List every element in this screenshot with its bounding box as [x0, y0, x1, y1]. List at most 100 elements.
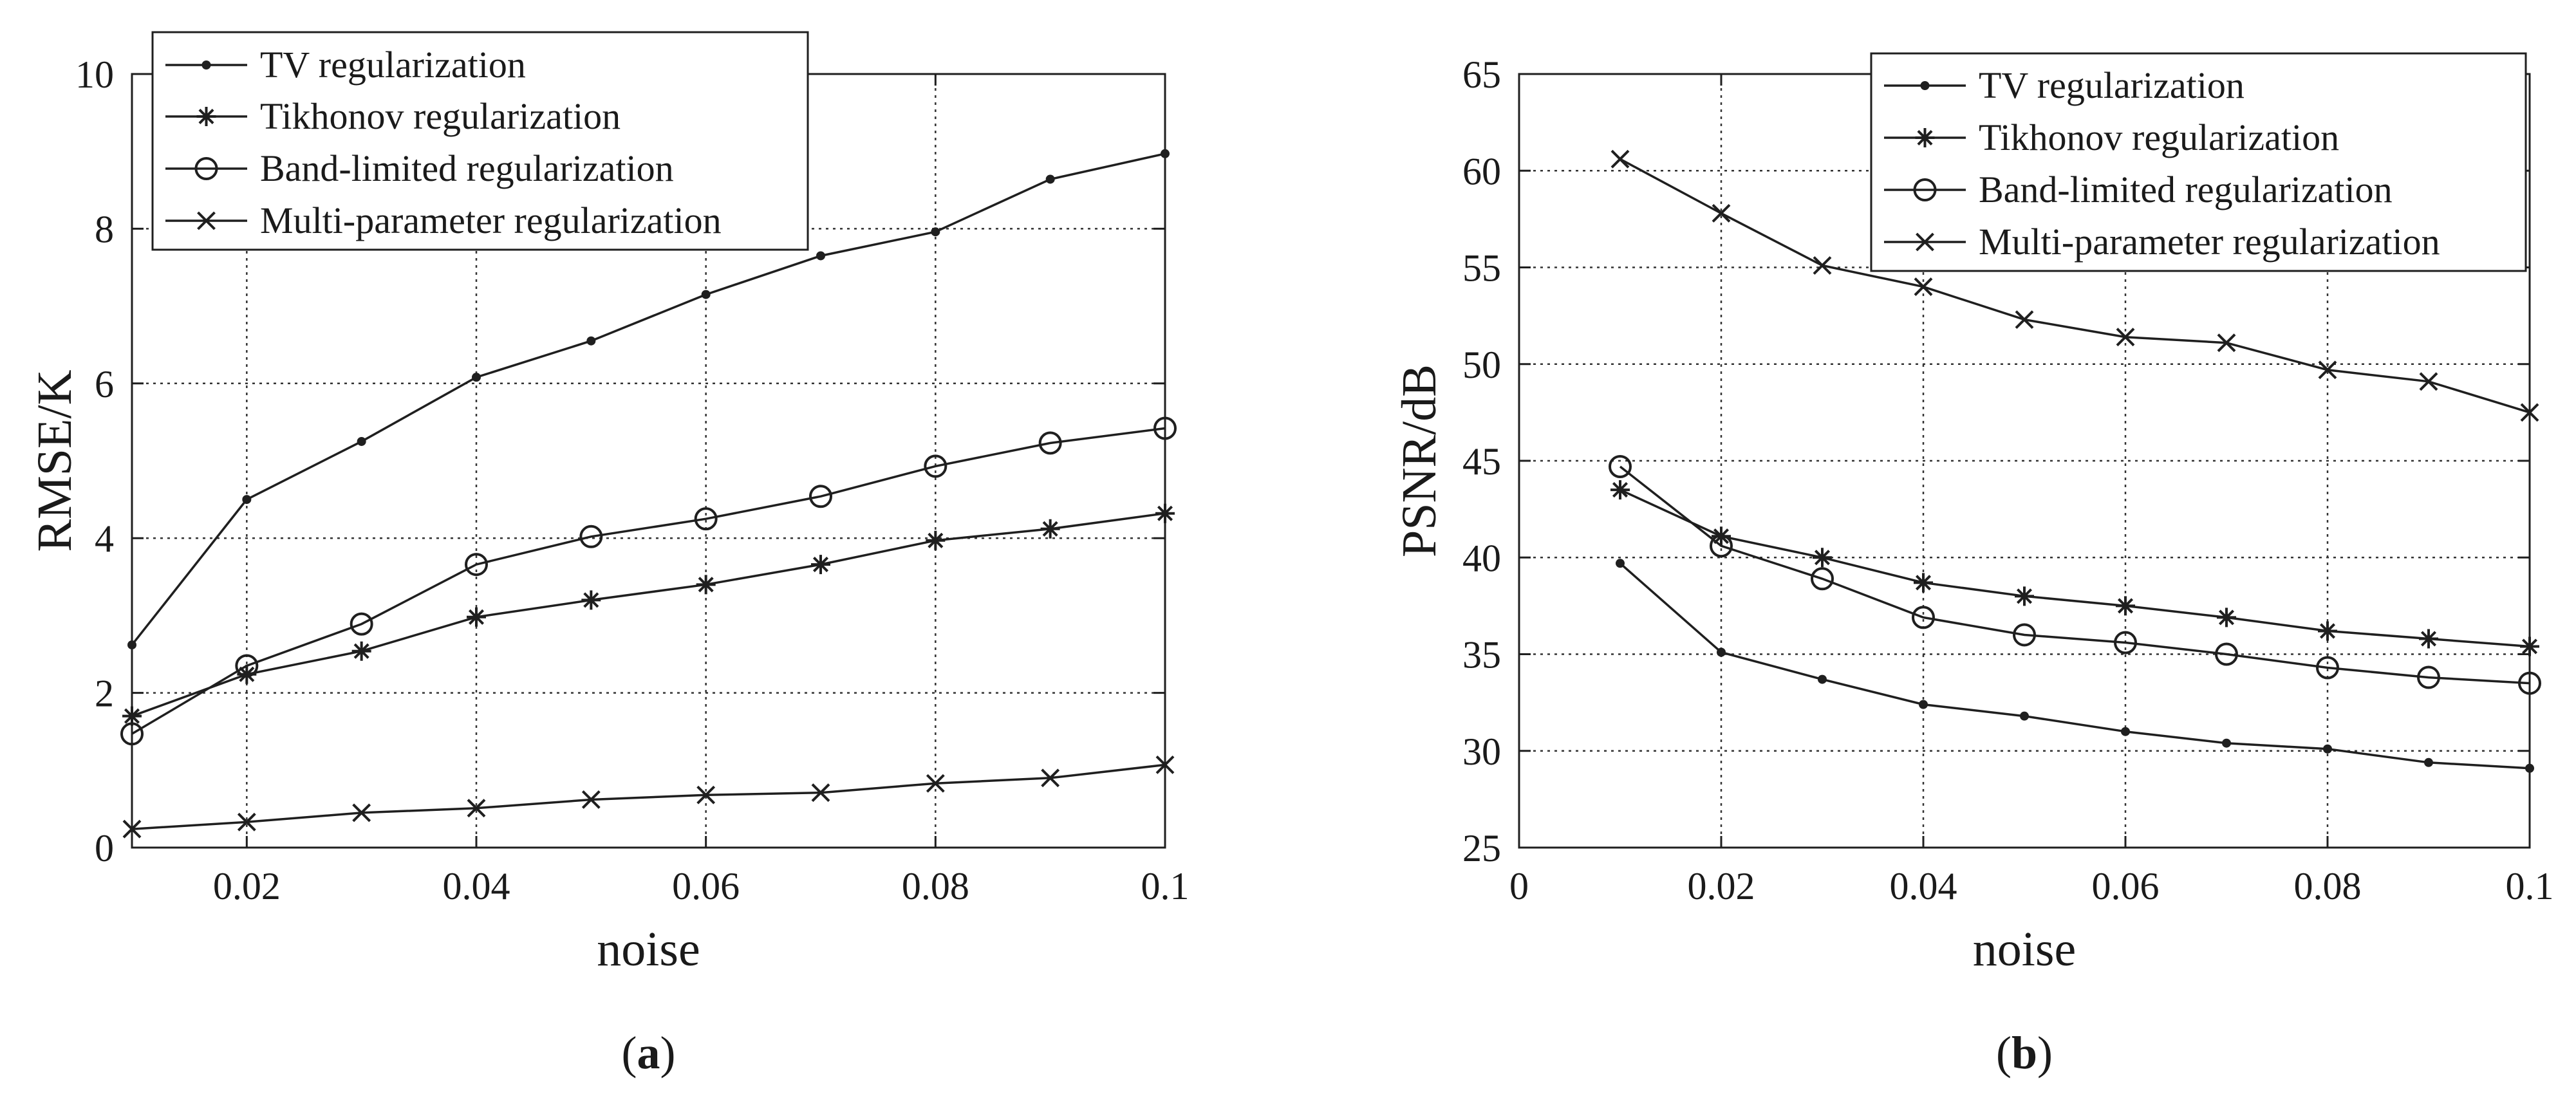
series-line — [1619, 488, 2530, 648]
y-tick-label: 0 — [95, 827, 114, 869]
data-point — [1155, 755, 1175, 774]
legend: TV regularization Tikhonov regularization… — [151, 31, 809, 251]
x-tick-label: 0.06 — [2092, 865, 2160, 907]
panel-b-chart: 0 0.02 0.04 0.06 0.08 0.1 25 30 35 40 45 50 55 60 65 TV… — [1392, 52, 2554, 1079]
legend-marker — [201, 60, 211, 70]
data-point — [2518, 671, 2541, 695]
y-tick-label: 50 — [1462, 344, 1501, 386]
data-point — [237, 664, 257, 684]
series-3 — [1609, 455, 2541, 695]
data-point — [122, 706, 142, 726]
series-1 — [1616, 559, 2534, 773]
data-point — [1712, 203, 1731, 223]
data-point — [2217, 608, 2236, 627]
series-line — [131, 763, 1166, 830]
data-point — [701, 290, 711, 299]
data-point — [352, 803, 371, 822]
data-point — [1818, 674, 1827, 684]
data-point — [809, 485, 832, 508]
panel-label: (b) — [1996, 1027, 2053, 1079]
legend-label: TV regularization — [260, 44, 526, 86]
data-point — [1813, 548, 1832, 568]
data-point — [586, 336, 596, 346]
x-tick-label: 0.06 — [672, 865, 740, 907]
data-point — [2215, 642, 2238, 666]
legend-label: TV regularization — [1979, 64, 2245, 106]
data-point — [2116, 328, 2135, 347]
data-point — [120, 722, 144, 746]
data-point — [2222, 738, 2231, 748]
y-tick-label: 30 — [1462, 730, 1501, 773]
data-point — [579, 525, 603, 548]
x-tick-label: 0.02 — [213, 865, 281, 907]
series-line — [1619, 465, 2530, 685]
legend-label: Tikhonov regularization — [1979, 116, 2339, 158]
data-point — [2020, 711, 2029, 721]
x-tick-label: 0.04 — [443, 865, 510, 907]
data-point — [237, 812, 256, 831]
data-point — [1919, 700, 1928, 709]
x-axis-title: noise — [597, 922, 700, 976]
legend-box — [1870, 52, 2527, 272]
panel-a-chart: 0.02 0.04 0.06 0.08 0.1 0 2 4 6 8 10 TV regularizat… — [28, 31, 1190, 1079]
y-tick-label: 25 — [1462, 827, 1501, 869]
data-point — [1616, 559, 1625, 568]
data-point — [357, 436, 366, 446]
data-point — [1610, 480, 1630, 500]
data-point — [581, 590, 601, 610]
data-point — [350, 612, 373, 636]
data-point — [1710, 534, 1733, 558]
legend-marker — [1916, 232, 1934, 252]
legend-box — [151, 31, 809, 251]
data-point — [2318, 360, 2337, 380]
series-line — [131, 427, 1166, 735]
x-tick-label: 0 — [1509, 865, 1529, 907]
x-tick-label: 0.08 — [2294, 865, 2362, 907]
data-point — [926, 530, 946, 550]
y-tick-label: 4 — [95, 517, 114, 560]
data-point — [467, 799, 486, 818]
y-axis-title: PSNR/dB — [1392, 364, 1446, 557]
data-point — [472, 373, 481, 382]
series-4 — [122, 755, 1175, 839]
series-4 — [1610, 149, 2539, 422]
y-tick-label: 45 — [1462, 440, 1501, 483]
data-point — [2318, 621, 2337, 641]
data-point — [465, 553, 488, 577]
x-tick-label: 0.1 — [2506, 865, 2554, 907]
data-point — [1155, 503, 1175, 523]
data-point — [2520, 636, 2539, 656]
data-point — [696, 575, 716, 595]
data-point — [2417, 665, 2440, 689]
legend-marker — [1915, 128, 1935, 147]
data-point — [2520, 403, 2539, 422]
data-point — [1811, 567, 1834, 591]
data-point — [1813, 256, 1832, 275]
data-point — [1153, 416, 1177, 440]
series-1 — [127, 149, 1170, 650]
legend-label: Band-limited regularization — [1979, 169, 2393, 210]
data-point — [811, 783, 830, 803]
series-line — [1619, 562, 2530, 770]
legend-label: Tikhonov regularization — [260, 95, 621, 137]
data-point — [924, 454, 947, 478]
data-point — [1038, 431, 1062, 455]
data-point — [696, 785, 716, 804]
data-point — [1045, 174, 1055, 184]
data-point — [2217, 333, 2236, 353]
series-line — [131, 153, 1166, 646]
series-line — [1619, 158, 2530, 414]
y-tick-label: 8 — [95, 208, 114, 250]
data-point — [2323, 744, 2332, 754]
data-point — [1609, 455, 1632, 479]
legend-marker — [196, 107, 216, 126]
data-point — [811, 555, 830, 575]
data-point — [931, 227, 940, 237]
data-point — [2116, 596, 2135, 616]
data-point — [694, 507, 718, 531]
data-point — [816, 251, 825, 261]
data-point — [2114, 631, 2137, 655]
data-point — [581, 790, 601, 809]
data-point — [467, 607, 486, 627]
x-tick-label: 0.04 — [1890, 865, 1957, 907]
